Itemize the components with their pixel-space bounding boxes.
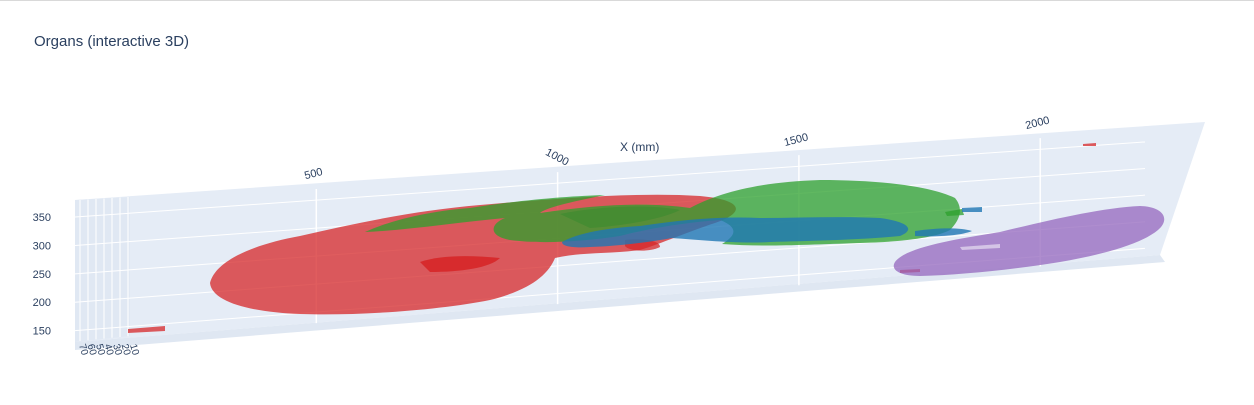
y-tick-label: 40 (102, 343, 116, 357)
z-tick-label: 300 (33, 240, 51, 252)
organ-purple (893, 206, 1165, 276)
y-tick-label: 10 (127, 343, 141, 357)
y-tick-label: 60 (85, 343, 99, 357)
scene-side-wall (75, 197, 130, 342)
organ-red-detail (420, 256, 500, 272)
y-tick-label: 70 (76, 343, 90, 357)
organs-layer (128, 143, 1165, 333)
x-tick-label: 500 (303, 166, 324, 182)
organ-red-fragment (128, 326, 165, 333)
y-tick-label: 30 (110, 343, 124, 357)
top-border (0, 0, 1254, 1)
y-tick-label: 50 (93, 343, 107, 357)
organ-green-fragment (945, 209, 964, 216)
x-axis-title: X (mm) (620, 140, 659, 154)
z-tick-label: 200 (33, 297, 51, 309)
organ-red-fragment (1083, 143, 1096, 146)
z-tick-label: 350 (33, 212, 51, 224)
organ-blue-fragment (915, 228, 972, 237)
z-tick-label: 250 (33, 269, 51, 281)
z-grid-line (74, 141, 1146, 218)
x-tick-label: 1000 (543, 146, 570, 168)
x-tick-label: 1500 (783, 131, 810, 149)
z-tick-labels: 150 200 250 300 350 (33, 212, 51, 338)
chart-title: Organs (interactive 3D) (34, 33, 190, 50)
scene-floor (75, 255, 1165, 350)
y-tick-label: 20 (119, 343, 133, 357)
x-tick-label: 2000 (1024, 114, 1051, 132)
organ-blue-fragment (962, 207, 982, 212)
organ-purple-highlight (960, 244, 1000, 250)
organ-green-shade (560, 206, 680, 228)
organ-blue (562, 217, 909, 248)
z-tick-label: 150 (33, 326, 51, 338)
